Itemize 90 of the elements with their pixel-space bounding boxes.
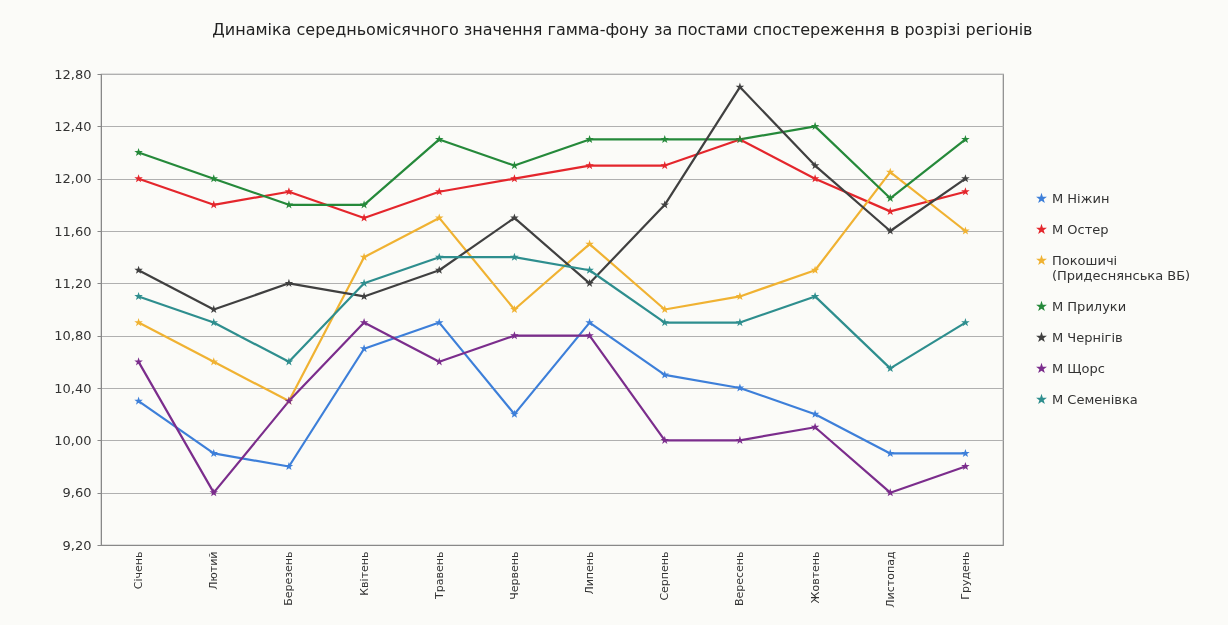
- x-tick-label: Червень: [507, 551, 521, 600]
- point: [209, 305, 218, 314]
- legend-label: Покошичі (Придеснянська ВБ): [1052, 252, 1191, 283]
- legend-label: М Ніжин: [1052, 190, 1110, 206]
- y-tick-label: 11,60: [54, 223, 92, 239]
- point: [209, 318, 218, 327]
- x-tick-label: Січень: [132, 551, 146, 590]
- point: [961, 462, 970, 471]
- point: [134, 174, 143, 183]
- x-tick-label: Вересень: [733, 551, 747, 607]
- y-tick-label: 9,20: [62, 537, 92, 553]
- x-tick-label: Лютий: [207, 551, 221, 590]
- point: [435, 265, 444, 274]
- point: [961, 134, 970, 144]
- point: [585, 134, 594, 144]
- y-tick-label: 10,40: [54, 380, 92, 396]
- x-tick-label: Березень: [282, 551, 296, 606]
- point: [660, 305, 669, 314]
- point: [886, 488, 895, 497]
- chart-title: Динаміка середньомісячного значення гамма-фону за постами спостереження в розрізі регіонів: [212, 20, 1033, 39]
- point: [435, 187, 444, 196]
- legend-label: М Щорс: [1052, 360, 1105, 376]
- point: [585, 239, 594, 248]
- x-tick-label: Липень: [583, 551, 597, 595]
- point: [886, 193, 895, 202]
- point: [961, 187, 970, 196]
- point: [209, 488, 218, 497]
- y-tick-label: 10,00: [54, 432, 92, 448]
- point: [660, 134, 669, 144]
- point: [810, 291, 820, 301]
- point: [284, 200, 294, 209]
- point: [660, 370, 669, 379]
- y-tick-label: 9,60: [62, 485, 92, 501]
- point: [134, 318, 143, 327]
- point: [359, 318, 369, 327]
- point: [585, 331, 594, 340]
- y-tick-label: 12,40: [54, 118, 92, 134]
- point: [510, 331, 519, 340]
- point: [886, 448, 895, 458]
- point: [359, 200, 369, 209]
- y-tick-label: 12,00: [54, 171, 92, 187]
- point: [209, 357, 218, 366]
- x-tick-label: Листопад: [883, 551, 897, 608]
- point: [435, 357, 444, 366]
- x-tick-label: Квітень: [357, 551, 371, 596]
- point: [961, 448, 970, 458]
- point: [510, 409, 519, 418]
- y-tick-label: 10,80: [54, 328, 92, 344]
- point: [660, 200, 669, 209]
- legend-label: М Прилуки: [1052, 298, 1127, 314]
- point: [660, 161, 669, 170]
- point: [209, 200, 218, 209]
- point: [961, 174, 970, 183]
- point: [435, 252, 444, 261]
- point: [585, 265, 594, 274]
- point: [585, 318, 594, 327]
- point: [134, 291, 143, 301]
- point: [209, 174, 218, 183]
- x-tick-label: Травень: [432, 551, 446, 600]
- point: [510, 252, 519, 261]
- legend-label: М Чернігів: [1052, 329, 1123, 345]
- point: [435, 318, 444, 327]
- point: [510, 305, 519, 314]
- y-tick-label: 12,80: [54, 66, 92, 82]
- point: [660, 318, 669, 327]
- legend-label: М Остер: [1052, 221, 1109, 237]
- point: [284, 357, 294, 366]
- point: [660, 435, 669, 444]
- point: [435, 213, 444, 222]
- point: [810, 161, 820, 170]
- point: [510, 213, 519, 222]
- legend-label: М Семенівка: [1052, 391, 1138, 407]
- x-tick-label: Серпень: [658, 551, 672, 601]
- point: [961, 318, 970, 327]
- point: [284, 187, 294, 196]
- point: [134, 265, 143, 274]
- point: [585, 278, 594, 287]
- point: [134, 396, 143, 405]
- point: [134, 357, 143, 366]
- point: [510, 161, 519, 170]
- point: [435, 134, 444, 144]
- point: [810, 121, 820, 130]
- y-tick-label: 11,20: [54, 275, 92, 291]
- point: [886, 363, 895, 372]
- point: [585, 161, 594, 170]
- x-tick-label: Грудень: [958, 551, 972, 600]
- x-tick-label: Жовтень: [808, 551, 822, 604]
- point: [209, 448, 218, 458]
- point: [134, 148, 143, 157]
- point: [284, 278, 294, 287]
